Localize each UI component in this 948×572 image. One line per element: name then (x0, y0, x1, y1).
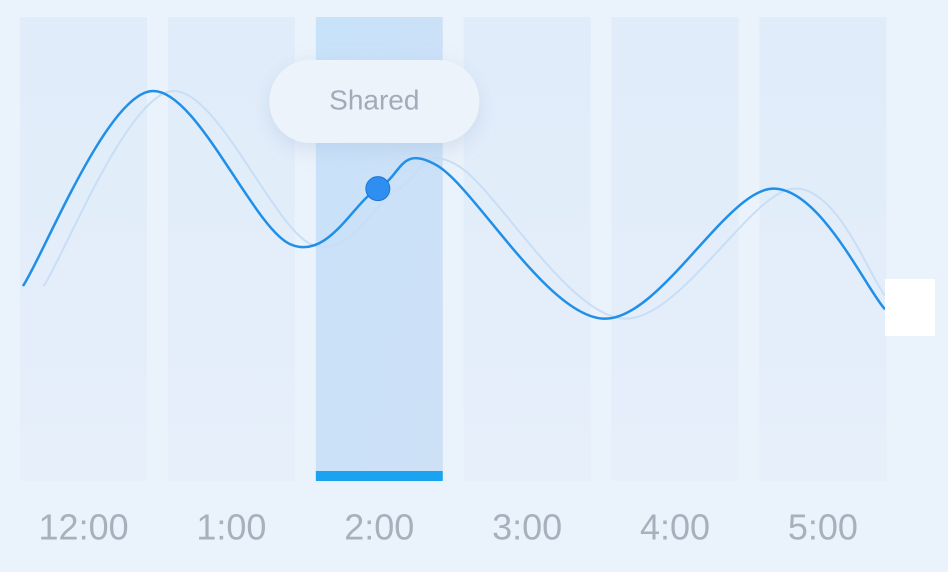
x-tick-label: 4:00 (640, 507, 710, 548)
x-tick-label: 3:00 (492, 507, 562, 548)
x-tick-label: 2:00 (344, 507, 414, 548)
column[interactable] (463, 17, 591, 481)
tooltip-text: Shared (329, 84, 419, 115)
x-tick-label: 1:00 (196, 507, 266, 548)
tooltip (269, 60, 480, 143)
line (42, 90, 886, 320)
selected-point (365, 176, 391, 202)
line (21, 89, 886, 320)
x-tick-label: 5:00 (788, 507, 858, 548)
column[interactable] (759, 17, 887, 481)
x-tick-label: 12:00 (39, 507, 129, 548)
column[interactable] (20, 17, 148, 481)
edge-block (885, 279, 935, 336)
selected-indicator (315, 471, 443, 481)
column[interactable] (611, 17, 739, 481)
